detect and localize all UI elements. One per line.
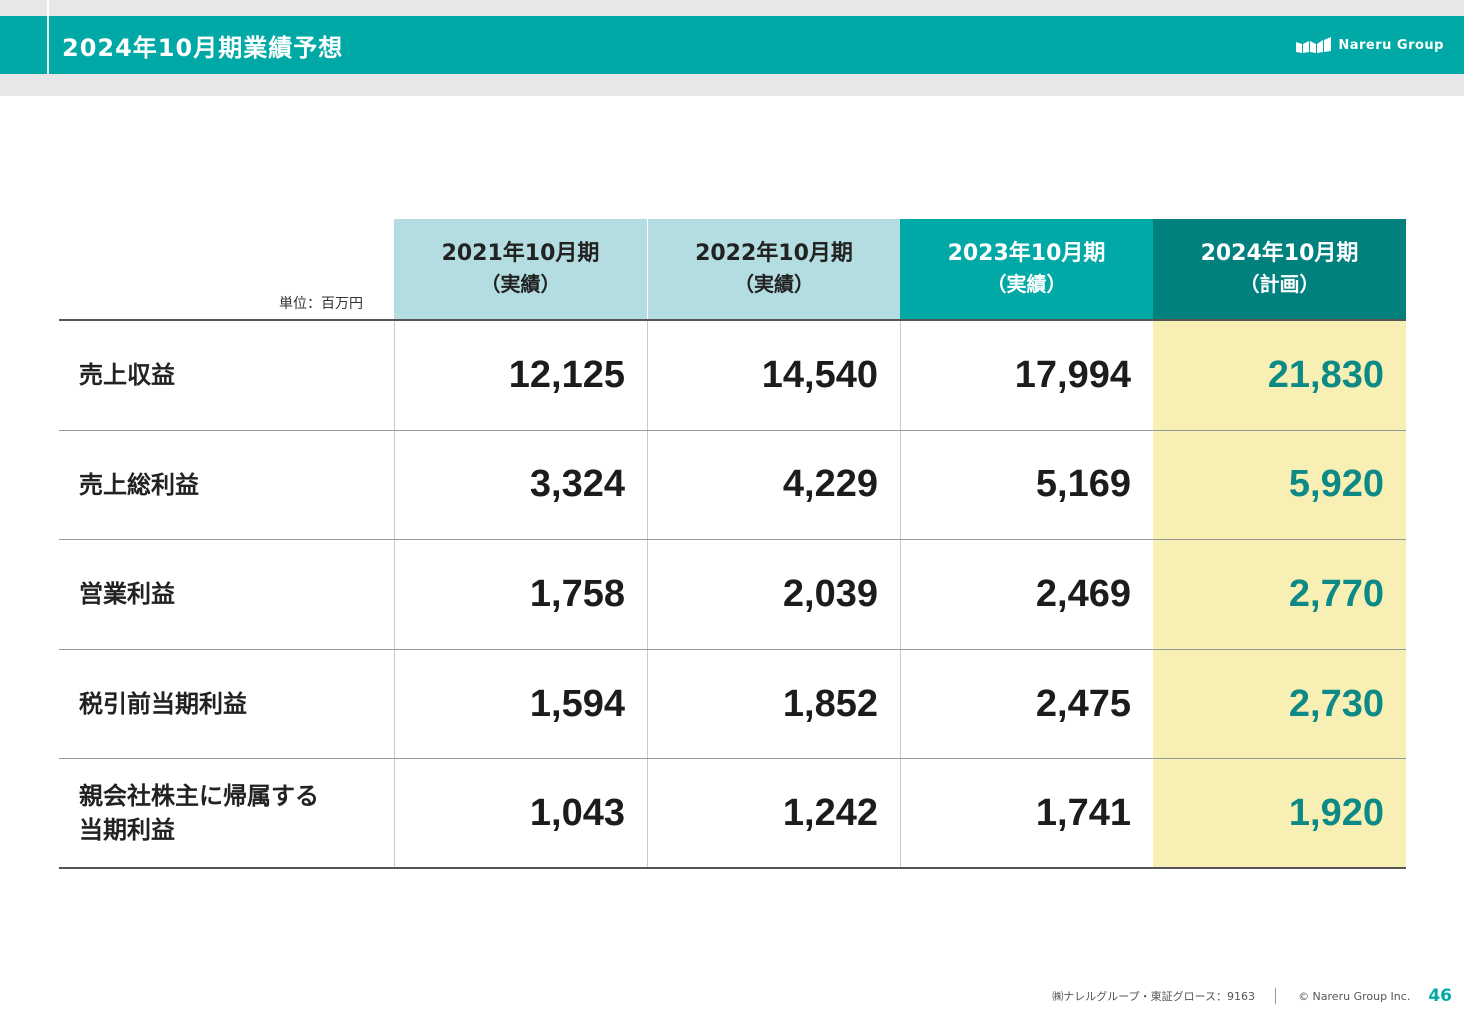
header-underband [0,74,1464,96]
table-header: 単位：百万円 2021年10月期 （実績） 2022年10月期 （実績） 202… [59,219,1406,321]
value-cell: 1,741 [900,759,1153,867]
forecast-table: 単位：百万円 2021年10月期 （実績） 2022年10月期 （実績） 202… [59,219,1406,869]
value-cell: 5,169 [900,430,1153,540]
column-header-2023: 2023年10月期 （実績） [900,219,1153,319]
column-status: （実績） [734,272,814,296]
table-row-gross-profit: 売上総利益 3,324 4,229 5,169 5,920 [59,430,1406,541]
brand-logo: Nareru Group [1296,36,1444,54]
row-label: 売上総利益 [79,470,199,499]
column-header-2022: 2022年10月期 （実績） [647,219,900,319]
row-label: 親会社株主に帰属する 当期利益 [79,759,319,867]
value-cell: 2,469 [900,540,1153,649]
footer-company: ㈱ナレルグループ・東証グロース：9163 [1052,990,1256,1003]
table-row-revenue: 売上収益 12,125 14,540 17,994 21,830 [59,321,1406,431]
value-cell: 1,043 [394,759,647,867]
column-period: 2024年10月期 [1200,241,1359,266]
header-bar: 2024年10月期業績予想 Nareru Group [0,0,1464,83]
header-divider [47,0,49,83]
forecast-value-cell: 2,770 [1153,540,1406,649]
value-cell: 1,852 [647,649,900,759]
column-header-2024-plan: 2024年10月期 （計画） [1153,219,1406,319]
forecast-value-cell: 5,920 [1153,430,1406,540]
row-label: 税引前当期利益 [79,690,247,719]
value-cell: 1,242 [647,759,900,867]
value-cell: 12,125 [394,321,647,430]
column-status: （実績） [480,272,561,296]
value-cell: 1,594 [394,649,647,759]
value-cell: 2,475 [900,649,1153,759]
forecast-value-cell: 21,830 [1153,321,1406,430]
footer: ㈱ナレルグループ・東証グロース：9163 © Nareru Group Inc.… [1052,986,1452,1006]
top-band [0,0,1464,16]
column-period: 2022年10月期 [695,241,853,266]
row-label: 営業利益 [79,580,175,609]
forecast-value-cell: 1,920 [1153,759,1406,867]
row-label: 売上収益 [79,361,175,390]
unit-label: 単位：百万円 [279,296,363,312]
value-cell: 4,229 [647,430,900,540]
column-status: （計画） [1239,272,1320,296]
footer-copyright: © Nareru Group Inc. [1298,989,1411,1003]
value-cell: 1,758 [394,540,647,649]
value-cell: 17,994 [900,321,1153,430]
column-header-2021: 2021年10月期 （実績） [394,219,647,319]
column-period: 2023年10月期 [947,241,1106,266]
value-cell: 2,039 [647,540,900,649]
column-status: （実績） [986,272,1067,296]
table-row-pretax-profit: 税引前当期利益 1,594 1,852 2,475 2,730 [59,649,1406,760]
row-label-line: 当期利益 [79,816,175,845]
column-period: 2021年10月期 [441,241,600,266]
brand-name: Nareru Group [1338,37,1444,53]
page-number: 46 [1428,986,1452,1006]
nareru-logo-icon [1296,37,1332,53]
table-row-operating-profit: 営業利益 1,758 2,039 2,469 2,770 [59,540,1406,650]
value-cell: 14,540 [647,321,900,430]
page-title: 2024年10月期業績予想 [62,34,344,62]
footer-divider [1275,988,1277,1004]
row-label-line: 親会社株主に帰属する [79,782,319,811]
value-cell: 3,324 [394,430,647,540]
forecast-value-cell: 2,730 [1153,649,1406,759]
table-row-net-profit: 親会社株主に帰属する 当期利益 1,043 1,242 1,741 1,920 [59,759,1406,869]
